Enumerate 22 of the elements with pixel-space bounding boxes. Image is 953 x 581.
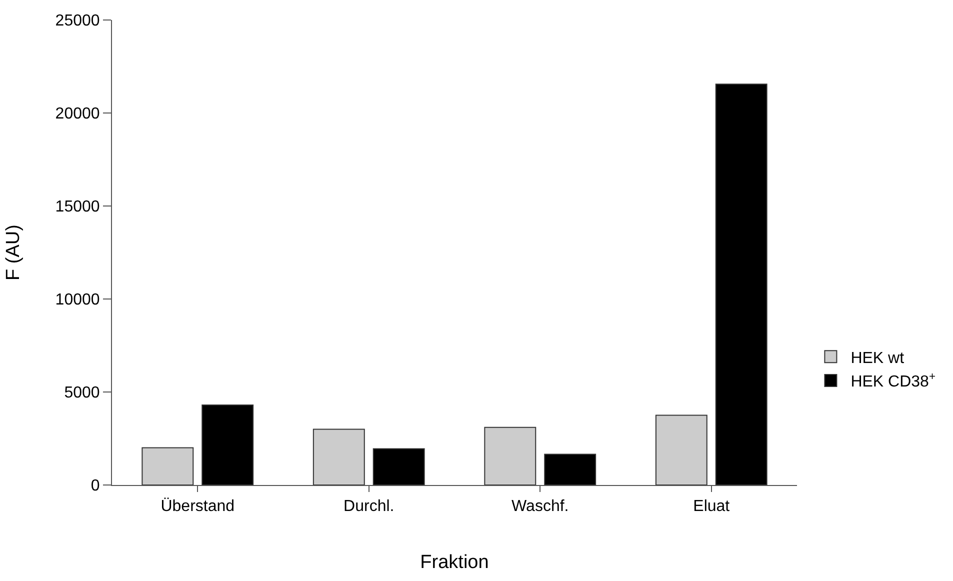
bar [312,428,365,485]
x-tick-label: Eluat [693,498,730,516]
bar [484,426,536,485]
y-tick-label: 10000 [55,292,100,309]
y-tick-label: 0 [90,478,100,495]
x-tick-label: Überstand [160,497,235,516]
bar [544,454,596,485]
bar [655,414,708,485]
bar [372,448,425,485]
legend-label: HEK CD38$^{+}$ [850,370,936,391]
bar [142,447,194,485]
y-axis-title: F (AU) [3,224,24,280]
y-tick-label: 25000 [55,12,100,30]
x-tick-label: Durchl. [344,498,394,516]
legend-label: HEK wt [850,350,905,367]
y-tick-label: 15000 [55,198,100,216]
x-tick-label: Waschf. [512,498,569,516]
bar [715,84,768,485]
y-tick-label: 20000 [55,106,100,123]
bar [202,404,254,485]
y-tick-label: 5000 [64,384,100,402]
x-axis-title: Fraktion [420,552,489,573]
